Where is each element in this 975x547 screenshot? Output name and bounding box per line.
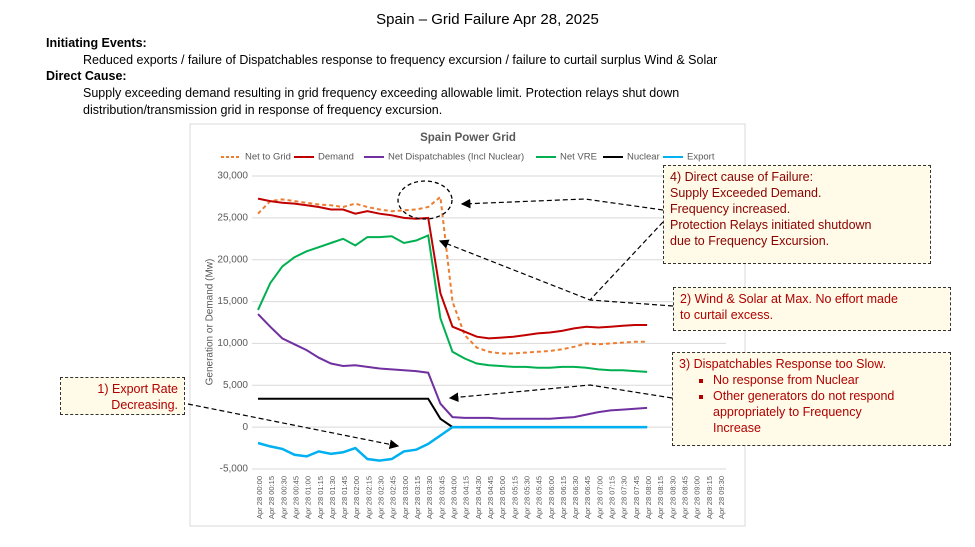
x-tick-label: Apr 28 01:00 [304, 476, 313, 519]
bullet-list: No response from NuclearOther generators… [679, 372, 944, 436]
x-tick-label: Apr 28 07:45 [632, 476, 641, 519]
y-tick-label: 10,000 [217, 338, 248, 349]
x-tick-label: Apr 28 02:00 [352, 476, 361, 519]
callout-line: 3) Dispatchables Response too Slow. [679, 357, 887, 371]
callout-line: Decreasing. [111, 398, 178, 412]
legend-label: Net to Grid [245, 152, 291, 163]
callout: 3) Dispatchables Response too Slow. No r… [672, 352, 951, 446]
x-tick-label: Apr 28 03:30 [425, 476, 434, 519]
y-tick-label: 20,000 [217, 254, 248, 265]
arrow [460, 198, 664, 211]
text-line: distribution/transmission grid in respon… [83, 103, 443, 117]
callout-line: due to Frequency Excursion. [670, 234, 830, 248]
x-tick-label: Apr 28 02:30 [377, 476, 386, 519]
bullet: No response from Nuclear [713, 372, 944, 388]
x-tick-label: Apr 28 09:30 [717, 476, 726, 519]
callout-line: 1) Export Rate [97, 382, 178, 396]
y-tick-label: 0 [242, 422, 248, 433]
x-tick-label: Apr 28 04:45 [486, 476, 495, 519]
x-tick-label: Apr 28 05:30 [522, 476, 531, 519]
x-tick-label: Apr 28 03:45 [437, 476, 446, 519]
section-label: Initiating Events: [46, 36, 147, 50]
series-line [257, 233, 648, 373]
legend-label: Nuclear [627, 152, 660, 163]
y-tick-label: 15,000 [217, 296, 248, 307]
arrows [187, 198, 674, 450]
x-tick-label: Apr 28 00:15 [267, 476, 276, 519]
y-tick-label: 30,000 [217, 171, 248, 182]
callout-line: 2) Wind & Solar at Max. No effort made [680, 292, 898, 306]
bullet: Other generators do not respond appropri… [713, 388, 913, 436]
x-tick-label: Apr 28 08:45 [681, 476, 690, 519]
x-tick-label: Apr 28 01:15 [316, 476, 325, 519]
chart-title: Spain Power Grid [420, 132, 516, 144]
y-tick-label: -5,000 [220, 464, 249, 475]
y-axis-label: Generation or Demand (Mw) [205, 259, 216, 386]
x-tick-label: Apr 28 08:30 [668, 476, 677, 519]
arrow [448, 384, 673, 403]
text-line: Supply exceeding demand resulting in gri… [83, 86, 680, 100]
y-tick-label: 25,000 [217, 212, 248, 223]
x-tick-label: Apr 28 07:00 [595, 476, 604, 519]
x-tick-label: Apr 28 00:45 [291, 476, 300, 519]
x-tick-label: Apr 28 06:15 [559, 476, 568, 519]
legend-label: Demand [318, 152, 354, 163]
section-text: Supply exceeding demand resulting in gri… [83, 85, 679, 119]
callout-line: 4) Direct cause of Failure: [670, 170, 814, 184]
callout: 1) Export Rate Decreasing. [60, 377, 185, 415]
callout-line: Supply Exceeded Demand. [670, 186, 822, 200]
x-tick-label: Apr 28 09:00 [693, 476, 702, 519]
x-tick-label: Apr 28 06:30 [571, 476, 580, 519]
slide-title: Spain – Grid Failure Apr 28, 2025 [376, 11, 599, 28]
highlight-ellipse [397, 180, 453, 220]
x-tick-label: Apr 28 08:15 [656, 476, 665, 519]
callout-line: to curtail excess. [680, 308, 774, 322]
x-tick-label: Apr 28 05:00 [498, 476, 507, 519]
callout-line: Frequency increased. [670, 202, 791, 216]
x-tick-label: Apr 28 03:15 [413, 476, 422, 519]
x-tick-label: Apr 28 05:45 [535, 476, 544, 519]
legend-label: Net Dispatchables (Incl Nuclear) [388, 152, 524, 163]
legend-label: Export [687, 152, 715, 163]
x-tick-label: Apr 28 03:00 [401, 476, 410, 519]
chart-frame [189, 123, 746, 527]
x-tick-label: Apr 28 07:15 [608, 476, 617, 519]
series-line [257, 425, 648, 462]
legend-label: Net VRE [560, 152, 597, 163]
x-tick-label: Apr 28 05:15 [510, 476, 519, 519]
callout-line: Protection Relays initiated shutdown [670, 218, 872, 232]
x-tick-label: Apr 28 04:15 [462, 476, 471, 519]
x-tick-label: Apr 28 04:00 [450, 476, 459, 519]
x-tick-label: Apr 28 06:45 [583, 476, 592, 519]
x-tick-label: Apr 28 01:30 [328, 476, 337, 519]
series-line [257, 313, 648, 420]
x-tick-label: Apr 28 04:30 [474, 476, 483, 519]
callout: 2) Wind & Solar at Max. No effort made to… [673, 287, 951, 331]
x-tick-label: Apr 28 00:30 [279, 476, 288, 519]
x-tick-label: Apr 28 02:45 [389, 476, 398, 519]
x-tick-label: Apr 28 09:15 [705, 476, 714, 519]
arrow [187, 403, 400, 450]
arrow [589, 299, 674, 307]
x-tick-label: Apr 28 06:00 [547, 476, 556, 519]
x-tick-label: Apr 28 07:30 [620, 476, 629, 519]
x-tick-label: Apr 28 01:45 [340, 476, 349, 519]
series-line [257, 197, 648, 340]
series-line [257, 194, 648, 355]
section-text: Reduced exports / failure of Dispatchabl… [83, 53, 718, 67]
x-tick-label: Apr 28 02:15 [364, 476, 373, 519]
callout: 4) Direct cause of Failure: Supply Exceed… [663, 165, 931, 264]
x-tick-label: Apr 28 08:00 [644, 476, 653, 519]
section-label: Direct Cause: [46, 69, 127, 83]
x-tick-label: Apr 28 00:00 [255, 476, 264, 519]
y-tick-label: 5,000 [223, 380, 248, 391]
